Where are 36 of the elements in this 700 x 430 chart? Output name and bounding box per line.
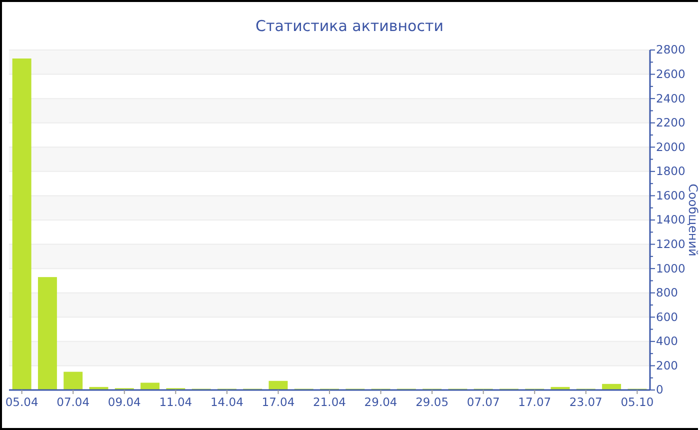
y-tick-label: 200	[656, 358, 678, 372]
y-tick-label: 1800	[656, 164, 686, 178]
x-tick-label: 17.07	[518, 395, 552, 410]
x-tick-label: 17.04	[262, 395, 295, 410]
y-tick-label: 1200	[656, 236, 686, 251]
y-tick-label: 1400	[656, 212, 686, 227]
x-tick-label: 21.04	[313, 395, 346, 410]
y-tick-label: 800	[656, 286, 678, 300]
y-tick-label: 1600	[656, 188, 686, 202]
bar	[268, 380, 288, 390]
y-tick-label: 0	[656, 382, 664, 397]
x-tick-label: 11.04	[159, 395, 192, 410]
y-tick-label: 2600	[656, 66, 686, 81]
y-tick-label: 2000	[656, 140, 686, 154]
x-tick-label: 29.04	[364, 395, 398, 410]
bar	[12, 58, 32, 390]
bar	[38, 277, 57, 390]
x-tick-label: 09.04	[108, 395, 141, 410]
y-tick-label: 600	[656, 310, 678, 324]
x-tick-label: 14.04	[210, 395, 244, 410]
x-tick-label: 05.10	[620, 395, 654, 410]
x-tick-label: 05.04	[5, 395, 38, 410]
y-tick-label: 2200	[656, 116, 686, 130]
y-tick-label: 1000	[656, 261, 686, 276]
x-tick-label: 23.07	[569, 395, 602, 410]
x-tick-label: 07.07	[466, 395, 500, 410]
x-tick-label: 07.04	[56, 395, 90, 410]
y-axis-title: Сообщений	[686, 184, 700, 256]
y-tick-label: 2800	[656, 42, 686, 57]
y-tick-label: 400	[656, 334, 678, 348]
bar	[602, 384, 622, 390]
chart-title: Статистика активности	[256, 17, 444, 35]
bar	[64, 372, 83, 390]
x-tick-label: 29.05	[416, 395, 449, 410]
bar	[140, 382, 160, 390]
y-tick-label: 2400	[656, 91, 686, 106]
